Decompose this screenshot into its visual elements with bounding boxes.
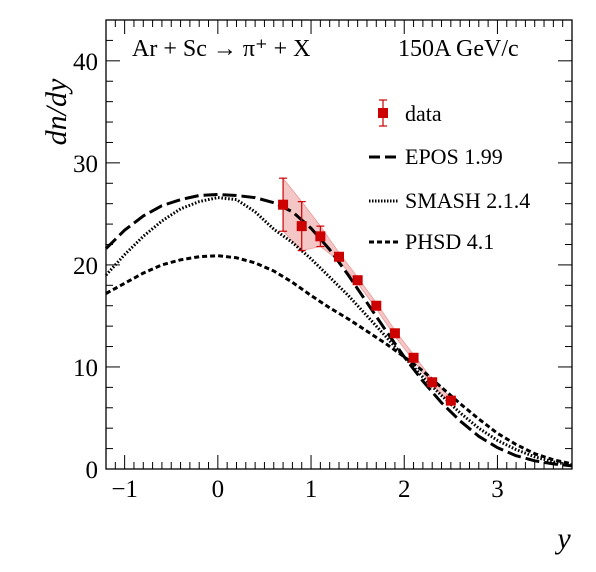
curve-smash-2-1-4	[104, 196, 573, 467]
reaction-annotation: Ar + Sc → π⁺ + X	[132, 36, 311, 62]
data-point	[427, 377, 438, 388]
legend-label-smash: SMASH 2.1.4	[405, 188, 530, 213]
x-axis-title: y	[554, 522, 571, 555]
legend-label-data: data	[405, 101, 442, 126]
data-point	[278, 177, 289, 232]
x-tick-label: 2	[398, 476, 411, 503]
y-tick-label: 10	[73, 355, 98, 382]
legend: data EPOS 1.99 SMASH 2.1.4 PHSD 4.1	[369, 99, 530, 254]
legend-data-marker	[378, 99, 388, 127]
y-axis-title: dn/dy	[40, 78, 73, 145]
curve-epos-1-99	[104, 193, 573, 468]
data-points	[278, 177, 456, 406]
legend-label-phsd: PHSD 4.1	[405, 229, 494, 254]
y-tick-label: 40	[73, 49, 98, 76]
legend-label-epos: EPOS 1.99	[405, 144, 503, 169]
data-point	[389, 328, 400, 339]
y-tick-label: 30	[73, 151, 98, 178]
x-tick-label: 3	[491, 476, 504, 503]
plot-frame	[105, 19, 573, 470]
curve-phsd-4-1	[105, 254, 573, 466]
y-tick-label: 20	[73, 253, 98, 280]
x-tick-label: 0	[212, 476, 225, 503]
data-point	[315, 225, 326, 248]
y-tick-label: 0	[86, 457, 99, 484]
data-point	[352, 275, 363, 286]
data-point	[296, 201, 307, 252]
data-point	[445, 395, 456, 406]
x-tick-label: −1	[111, 476, 138, 503]
data-point	[408, 352, 419, 363]
model-curves	[104, 193, 573, 468]
x-tick-label: 1	[305, 476, 318, 503]
data-point	[334, 251, 344, 262]
data-point	[371, 300, 382, 311]
energy-annotation: 150A GeV/c	[398, 36, 519, 62]
